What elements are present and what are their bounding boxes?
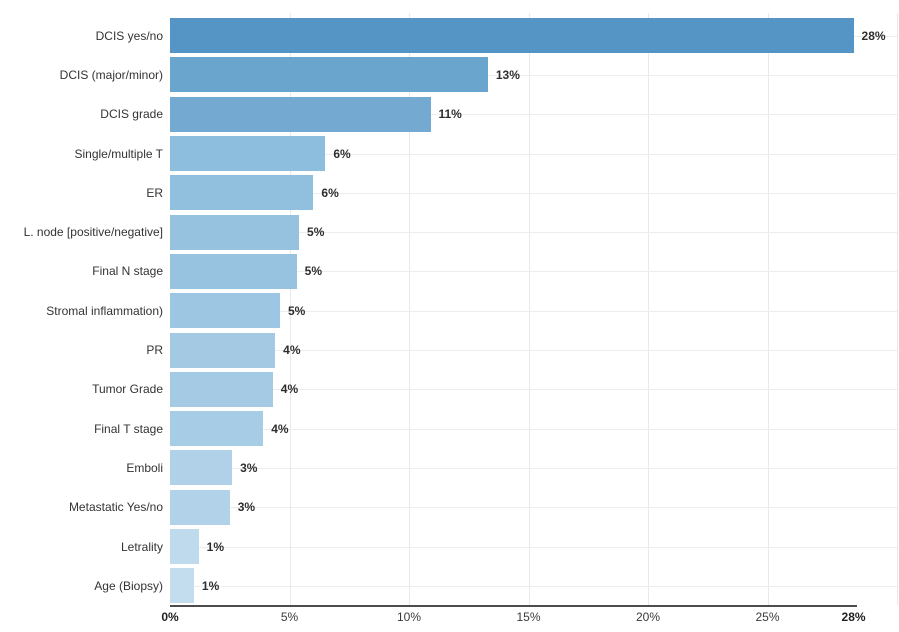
bar: [170, 450, 233, 486]
bar-value-label: 4%: [280, 382, 299, 397]
bar-category-label: Stromal inflammation): [46, 303, 163, 318]
bar-category-label: Emboli: [126, 460, 163, 475]
bar-value-label: 4%: [271, 421, 289, 436]
bar-value-label: 28%: [861, 28, 886, 43]
bar-value-label: 1%: [201, 578, 220, 593]
bar: [170, 136, 326, 172]
bar-value-label: 6%: [321, 185, 339, 200]
row-gridline: [170, 232, 897, 234]
bar-category-label: Final N stage: [92, 264, 163, 279]
v-gridline: [896, 13, 898, 605]
row-gridline: [170, 467, 897, 469]
x-tick-label: 15%: [516, 609, 541, 624]
bar-value-label: 6%: [333, 146, 351, 161]
row-gridline: [170, 389, 897, 391]
bar: [170, 253, 297, 289]
bar-value-label: 5%: [287, 303, 306, 318]
v-gridline: [409, 13, 410, 605]
bar-category-label: Age (Biopsy): [94, 578, 163, 593]
bar-category-label: DCIS (major/minor): [59, 67, 163, 82]
row-gridline: [170, 271, 897, 273]
bar: [170, 489, 230, 525]
bar: [170, 332, 276, 368]
bar-value-label: 13%: [495, 67, 520, 82]
v-gridline: [648, 13, 649, 605]
row-gridline: [170, 350, 897, 352]
bar-category-label: PR: [146, 343, 163, 358]
bar-category-label: Tumor Grade: [92, 382, 163, 397]
bar-category-label: L. node [positive/negative]: [23, 225, 163, 240]
bar-value-label: 3%: [237, 500, 256, 515]
row-gridline: [170, 310, 897, 312]
bar-value-label: 1%: [206, 539, 225, 554]
bar: [170, 175, 314, 211]
bar: [170, 371, 273, 407]
row-gridline: [170, 585, 897, 587]
row-gridline: [170, 153, 897, 155]
bar-value-label: 3%: [240, 460, 258, 475]
x-tick-label: 5%: [280, 609, 299, 624]
row-gridline: [170, 74, 897, 76]
bar-value-label: 4%: [283, 343, 301, 358]
row-gridline: [170, 546, 897, 548]
x-tick-label: 0%: [161, 609, 179, 624]
bar-category-label: Metastatic Yes/no: [68, 500, 163, 515]
row-gridline: [170, 192, 897, 194]
bar: [170, 18, 854, 54]
bar: [170, 529, 199, 565]
x-tick-label: 20%: [635, 609, 661, 624]
row-gridline: [170, 507, 897, 509]
x-tick-label: 28%: [841, 609, 866, 624]
v-gridline: [767, 13, 769, 605]
bar: [170, 568, 194, 604]
bar-category-label: Letrality: [120, 539, 163, 554]
bar-category-label: Final T stage: [94, 421, 163, 436]
x-tick-label: 10%: [396, 609, 422, 624]
bar: [170, 57, 488, 93]
row-gridline: [170, 428, 897, 430]
bar-category-label: Single/multiple T: [74, 146, 164, 161]
bar-category-label: ER: [146, 185, 163, 200]
bar: [170, 293, 280, 329]
bar-value-label: 11%: [438, 107, 462, 122]
bar: [170, 214, 300, 250]
bar-value-label: 5%: [304, 264, 322, 279]
v-gridline: [528, 13, 530, 605]
bar-category-label: DCIS grade: [100, 107, 163, 122]
bar: [170, 411, 264, 447]
v-gridline: [289, 13, 291, 605]
bar: [170, 96, 431, 132]
bar-value-label: 5%: [307, 225, 325, 240]
x-tick-label: 25%: [755, 609, 780, 624]
row-gridline: [170, 114, 897, 116]
bar-category-label: DCIS yes/no: [95, 28, 163, 43]
x-axis-line: [170, 604, 857, 607]
